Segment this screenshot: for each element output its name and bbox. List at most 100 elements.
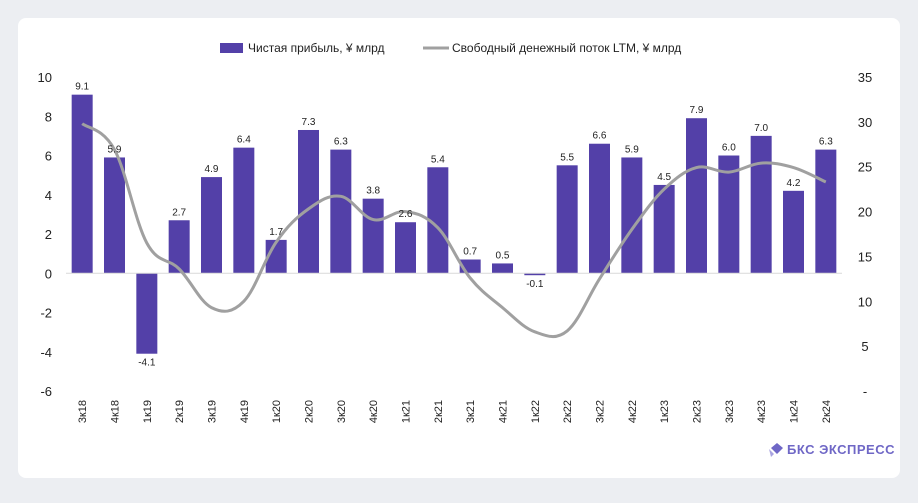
data-label: 2.7	[172, 207, 186, 218]
data-label: 1.7	[269, 227, 283, 238]
x-tick-label: 4к23	[756, 400, 768, 423]
y-right-tick-label: 25	[858, 160, 872, 175]
data-label: 4.5	[657, 172, 671, 183]
data-label: 7.0	[754, 123, 768, 134]
x-tick-label: 4к21	[498, 400, 510, 423]
y-left-tick-label: 10	[38, 70, 52, 85]
data-label: 9.1	[75, 82, 89, 93]
data-label: 6.3	[819, 137, 833, 148]
x-tick-label: 3к22	[595, 400, 607, 423]
x-tick-label: 2к19	[174, 400, 186, 423]
data-label: 4.9	[205, 164, 219, 175]
bar-2к21	[427, 167, 449, 274]
y-right-tick-label: 35	[858, 70, 872, 85]
data-label: 5.9	[625, 144, 639, 155]
data-label: 5.9	[108, 144, 122, 155]
line-series	[81, 122, 827, 338]
x-tick-label: 3к20	[336, 400, 348, 423]
bar-2к23	[686, 118, 707, 274]
bar-1к23	[653, 184, 675, 274]
y-axis-left: -6 -4 -2 0 2 4 6 8 10	[38, 70, 52, 399]
bar-1к19	[136, 273, 158, 354]
data-label: 4.2	[787, 178, 801, 189]
brand-name: БКС ЭКСПРЕСС	[787, 442, 895, 457]
bar-1к22	[524, 273, 546, 276]
data-label: 7.3	[302, 117, 316, 128]
x-axis: 3к18 4к18 1к19 2к19 3к19 4к19 1к20 2к20 3к20 4к20…	[77, 400, 833, 423]
x-tick-label: 2к23	[692, 400, 704, 423]
x-tick-label: 1к22	[530, 400, 542, 423]
data-label: 6.0	[722, 143, 736, 154]
data-label: 0.7	[463, 247, 477, 258]
x-tick-label: 4к20	[368, 400, 380, 423]
x-tick-label: 1к23	[659, 400, 671, 423]
data-label: -4.1	[138, 358, 156, 369]
bar-2к24	[815, 149, 837, 274]
x-tick-label: 1к21	[401, 400, 413, 423]
data-label: 3.8	[366, 186, 380, 197]
data-label: -0.1	[526, 279, 544, 290]
x-tick-label: 2к20	[304, 400, 316, 423]
x-tick-label: 3к23	[724, 400, 736, 423]
data-label: 6.4	[237, 135, 251, 146]
x-tick-label: 4к19	[239, 400, 251, 423]
bar-series	[71, 94, 837, 354]
bar-2к19	[168, 220, 190, 274]
x-tick-label: 2к21	[433, 400, 445, 423]
x-tick-label: 3к19	[207, 400, 219, 423]
brand-mark-icon	[771, 443, 783, 454]
brand-logo: БКС ЭКСПРЕСС	[769, 442, 895, 457]
x-tick-label: 1к20	[271, 400, 283, 423]
bar-4к23	[750, 135, 772, 274]
data-label: 7.9	[690, 105, 704, 116]
y-right-tick-label: 5	[861, 339, 868, 354]
x-tick-label: 1к24	[789, 400, 801, 423]
data-label: 0.5	[496, 250, 510, 261]
y-right-tick-label: 20	[858, 205, 872, 220]
y-right-tick-label: 10	[858, 294, 872, 309]
y-left-tick-label: 6	[45, 149, 52, 164]
bar-3к19	[201, 177, 222, 274]
y-axis-right: - 5 10 15 20 25 30 35	[858, 70, 872, 399]
bar-1к21	[395, 222, 416, 274]
bar-1к24	[783, 190, 804, 274]
bar-2к22	[556, 165, 578, 274]
data-label: 6.3	[334, 137, 348, 148]
legend-swatch-net-profit	[220, 43, 243, 53]
x-tick-label: 4к22	[627, 400, 639, 423]
y-right-tick-label: -	[863, 384, 867, 399]
x-tick-label: 3к21	[465, 400, 477, 423]
x-tick-label: 1к19	[142, 400, 154, 423]
x-tick-label: 4к18	[110, 400, 122, 423]
bar-3к23	[718, 155, 740, 274]
legend-label-net-profit: Чистая прибыль, ¥ млрд	[248, 41, 385, 55]
y-left-tick-label: 0	[45, 266, 52, 281]
x-tick-label: 2к24	[821, 400, 833, 423]
chart-svg: Чистая прибыль, ¥ млрд Свободный денежны…	[38, 41, 895, 457]
bar-4к21	[492, 263, 513, 274]
y-left-tick-label: -2	[40, 306, 52, 321]
bar-4к19	[233, 147, 255, 274]
brand-mark-accent-icon	[769, 449, 774, 457]
bar-3к20	[330, 149, 352, 274]
fcf-line	[81, 122, 827, 338]
y-left-tick-label: 2	[45, 227, 52, 242]
y-right-tick-label: 30	[858, 115, 872, 130]
x-tick-label: 3к18	[77, 400, 89, 423]
bar-2к20	[298, 129, 319, 274]
y-left-tick-label: -4	[40, 345, 52, 360]
bar-4к22	[621, 157, 643, 274]
bar-4к18	[104, 157, 125, 274]
data-label: 6.6	[593, 131, 607, 142]
legend-label-fcf: Свободный денежный поток LTM, ¥ млрд	[452, 41, 681, 55]
data-label: 5.4	[431, 154, 445, 165]
y-left-tick-label: 4	[45, 188, 52, 203]
y-right-tick-label: 15	[858, 249, 872, 264]
legend: Чистая прибыль, ¥ млрд Свободный денежны…	[220, 41, 681, 55]
bar-3к22	[589, 143, 610, 274]
y-left-tick-label: 8	[45, 109, 52, 124]
chart-card: Чистая прибыль, ¥ млрд Свободный денежны…	[18, 18, 900, 478]
bar-4к20	[362, 198, 384, 274]
y-left-tick-label: -6	[40, 384, 52, 399]
bar-3к18	[71, 94, 93, 274]
